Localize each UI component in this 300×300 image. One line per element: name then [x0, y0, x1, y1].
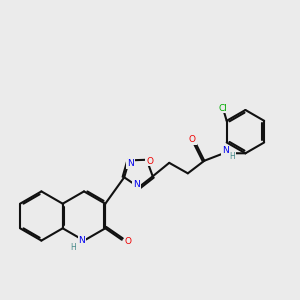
Text: N: N [78, 236, 85, 245]
Text: N: N [127, 160, 134, 169]
Text: N: N [222, 146, 229, 155]
Text: O: O [189, 135, 196, 144]
Text: N: N [133, 180, 140, 189]
Text: H: H [229, 152, 235, 161]
Text: Cl: Cl [219, 104, 227, 113]
Text: O: O [146, 157, 153, 166]
Text: O: O [125, 237, 132, 246]
Text: H: H [70, 243, 76, 252]
